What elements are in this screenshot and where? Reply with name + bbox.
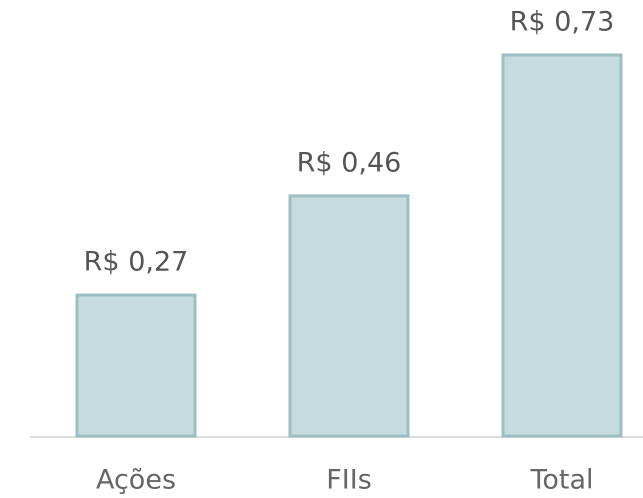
bar — [501, 53, 623, 438]
value-label: R$ 0,27 — [84, 247, 189, 278]
x-tick-label: FIIs — [326, 465, 372, 496]
value-label: R$ 0,73 — [510, 6, 615, 37]
x-tick-label: Total — [529, 465, 593, 496]
bar — [288, 194, 410, 438]
bar — [75, 293, 197, 438]
value-label: R$ 0,46 — [297, 147, 402, 178]
x-tick-label: Ações — [96, 465, 176, 496]
